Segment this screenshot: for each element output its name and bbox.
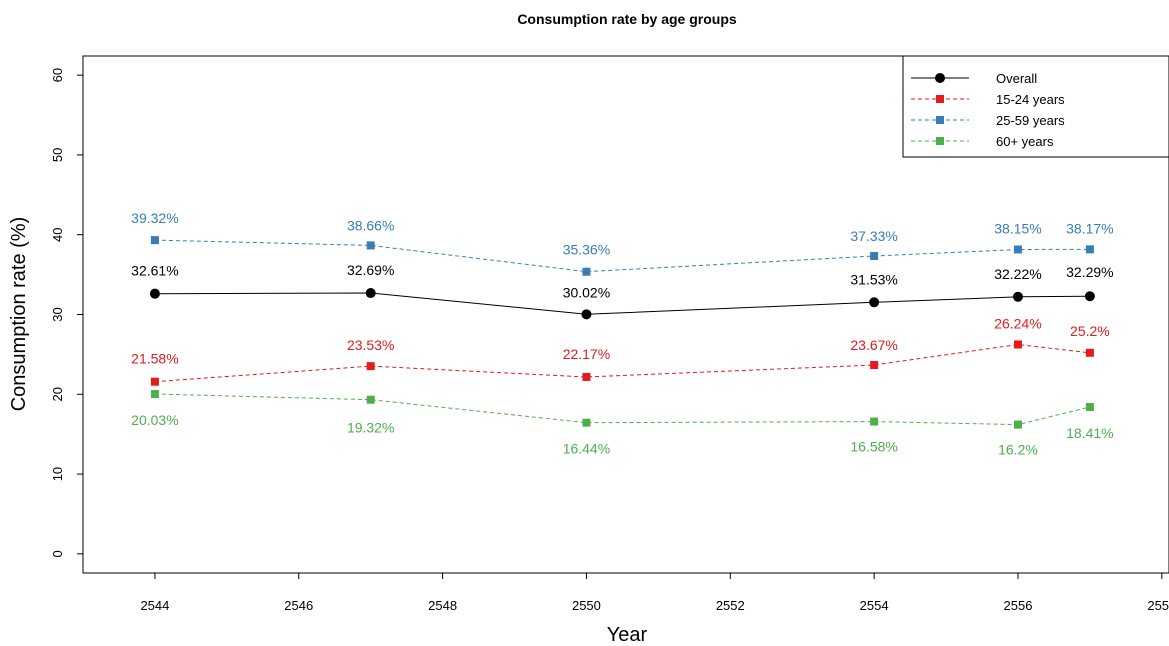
legend-marker <box>936 116 944 124</box>
legend-label: 60+ years <box>996 134 1054 149</box>
y-axis: 0 10 20 30 40 50 60 <box>50 68 83 557</box>
data-label: 21.58% <box>131 351 178 367</box>
data-point <box>1084 291 1095 302</box>
data-label: 19.32% <box>347 420 394 436</box>
data-label: 38.15% <box>994 220 1041 236</box>
data-label: 25.2% <box>1070 323 1110 339</box>
data-label: 38.17% <box>1066 220 1113 236</box>
legend: Overall 15-24 years 25-59 years 60+ years <box>902 55 1169 158</box>
x-axis-title: Year <box>607 624 648 646</box>
data-point <box>1085 245 1094 254</box>
data-point <box>869 297 880 308</box>
data-point <box>150 390 159 399</box>
data-point <box>150 236 159 245</box>
x-tick-label: 2558 <box>1147 598 1169 613</box>
data-point <box>870 417 879 426</box>
legend-marker <box>936 137 944 145</box>
y-tick-label: 20 <box>50 387 65 401</box>
x-tick-label: 2550 <box>572 598 601 613</box>
legend-label: Overall <box>996 71 1037 86</box>
series-25-59-years: 39.32% 38.66% 35.36% 37.33% 38.15% 38.17% <box>131 210 1114 276</box>
legend-label: 15-24 years <box>996 92 1065 107</box>
data-label: 22.17% <box>563 346 610 362</box>
y-tick-label: 0 <box>50 550 65 557</box>
x-tick-label: 2546 <box>284 598 313 613</box>
data-label: 39.32% <box>131 210 178 226</box>
series-60-years: 20.03% 19.32% 16.44% 16.58% 16.2% 18.41% <box>131 390 1114 458</box>
data-point <box>365 288 376 299</box>
data-point <box>582 267 591 276</box>
y-tick-label: 40 <box>50 227 65 241</box>
x-axis: 2544 2546 2548 2550 2552 2554 2556 2558 <box>140 573 1169 613</box>
data-point <box>1085 402 1094 411</box>
x-tick-label: 2548 <box>428 598 457 613</box>
data-label: 16.58% <box>850 439 897 455</box>
y-axis-title: Consumption rate (%) <box>8 217 30 412</box>
data-label: 32.22% <box>994 266 1041 282</box>
data-label: 26.24% <box>994 315 1041 331</box>
y-tick-label: 60 <box>50 68 65 82</box>
legend-label: 25-59 years <box>996 113 1065 128</box>
data-point <box>1013 340 1022 349</box>
data-point <box>1085 348 1094 357</box>
series-layer: 32.61% 32.69% 30.02% 31.53% 32.22% 32.29% 21.5… <box>131 210 1113 457</box>
data-label: 32.29% <box>1066 264 1113 280</box>
y-tick-label: 50 <box>50 148 65 162</box>
data-label: 16.44% <box>563 441 610 457</box>
y-tick-label: 30 <box>50 307 65 321</box>
data-point <box>1013 420 1022 429</box>
legend-marker <box>935 73 945 83</box>
x-tick-label: 2552 <box>716 598 745 613</box>
legend-marker <box>936 95 944 103</box>
legend-box <box>902 55 1169 158</box>
data-label: 23.67% <box>850 337 897 353</box>
data-point <box>150 377 159 386</box>
data-label: 18.41% <box>1066 425 1113 441</box>
series-line <box>154 343 1090 383</box>
data-point <box>582 418 591 427</box>
data-point <box>149 288 160 299</box>
series-overall: 32.61% 32.69% 30.02% 31.53% 32.22% 32.29% <box>131 262 1114 320</box>
y-tick-label: 10 <box>50 467 65 481</box>
data-label: 20.03% <box>131 412 178 428</box>
data-label: 37.33% <box>850 228 897 244</box>
data-label: 35.36% <box>563 242 610 258</box>
data-point <box>870 252 879 261</box>
chart-title: Consumption rate by age groups <box>517 11 737 27</box>
data-label: 16.2% <box>998 442 1038 458</box>
data-point <box>581 309 592 320</box>
data-point <box>1013 245 1022 254</box>
data-label: 32.69% <box>347 262 394 278</box>
x-tick-label: 2556 <box>1004 598 1033 613</box>
data-label: 32.61% <box>131 263 178 279</box>
data-point <box>366 241 375 250</box>
data-label: 30.02% <box>563 284 610 300</box>
series-line <box>154 292 1090 315</box>
data-point <box>870 361 879 370</box>
data-label: 38.66% <box>347 217 394 233</box>
data-point <box>582 372 591 381</box>
data-point <box>366 362 375 371</box>
data-label: 31.53% <box>850 271 897 287</box>
data-point <box>366 395 375 404</box>
x-tick-label: 2544 <box>140 598 169 613</box>
x-tick-label: 2554 <box>860 598 889 613</box>
data-label: 23.53% <box>347 337 394 353</box>
series-line <box>154 393 1091 426</box>
data-point <box>1012 291 1023 302</box>
series-line <box>154 239 1090 273</box>
series-15-24-years: 21.58% 23.53% 22.17% 23.67% 26.24% 25.2% <box>131 315 1110 386</box>
